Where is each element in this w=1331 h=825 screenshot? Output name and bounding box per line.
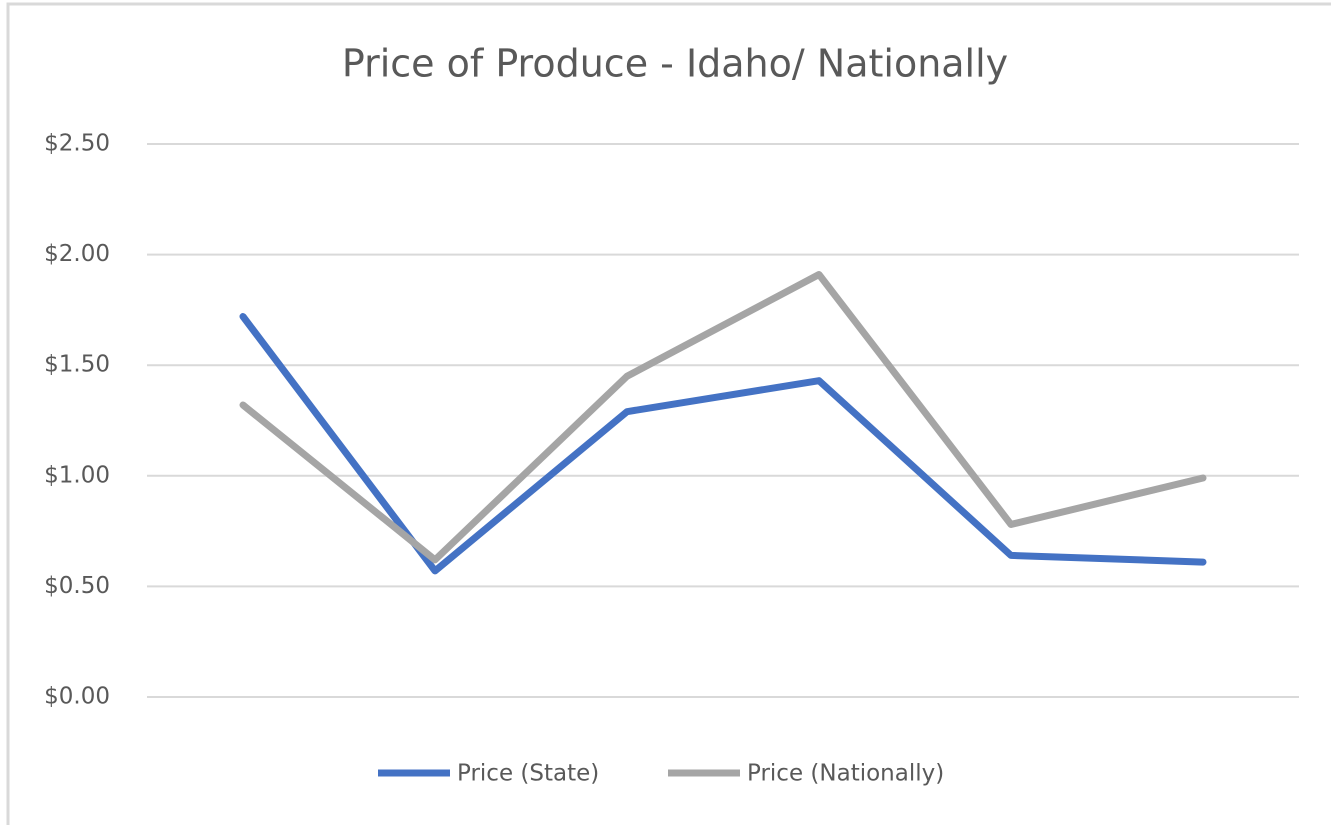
y-tick-label: $0.00 — [44, 684, 110, 710]
series-line — [239, 271, 1207, 564]
y-tick-label: $2.50 — [44, 131, 110, 157]
legend-label: Price (Nationally) — [747, 761, 944, 787]
y-tick-label: $1.50 — [44, 352, 110, 378]
y-tick-label: $0.50 — [44, 573, 110, 599]
legend-label: Price (State) — [457, 761, 599, 787]
y-tick-label: $2.00 — [44, 241, 110, 267]
series-line — [239, 313, 1207, 575]
chart-frame — [6, 2, 1331, 825]
chart-title: Price of Produce - Idaho/ Nationally — [342, 42, 1008, 86]
y-tick-label: $1.00 — [44, 462, 110, 488]
